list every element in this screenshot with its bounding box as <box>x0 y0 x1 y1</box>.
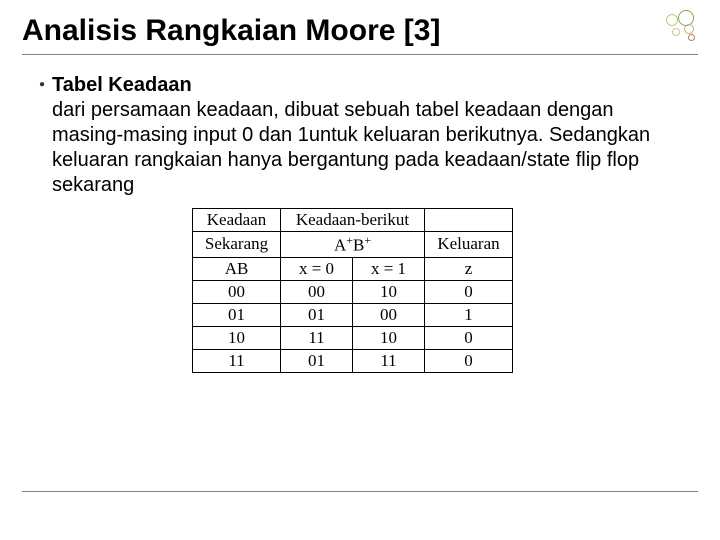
cell-x1: 10 <box>353 326 425 349</box>
table-row: 0101001 <box>193 303 513 326</box>
table-row: 1011100 <box>193 326 513 349</box>
header-present-1: Keadaan <box>193 209 281 232</box>
bullet-icon: ● <box>32 73 52 90</box>
cell-x0: 11 <box>281 326 353 349</box>
footer-divider <box>22 491 698 492</box>
cell-x1: 10 <box>353 280 425 303</box>
cell-x0: 01 <box>281 349 353 372</box>
cell-z: 1 <box>425 303 513 326</box>
table-row: 1101110 <box>193 349 513 372</box>
header-output-1 <box>425 209 513 232</box>
cell-z: 0 <box>425 349 513 372</box>
cell-z: 0 <box>425 326 513 349</box>
header-ab: AB <box>193 257 281 280</box>
table-header-row-1: Keadaan Keadaan-berikut <box>193 209 513 232</box>
table-header-row-3: AB x = 0 x = 1 z <box>193 257 513 280</box>
cell-ab: 10 <box>193 326 281 349</box>
paragraph: dari persamaan keadaan, dibuat sebuah ta… <box>52 98 688 198</box>
cell-x0: 00 <box>281 280 353 303</box>
header-next-1: Keadaan-berikut <box>281 209 425 232</box>
header-next-2: A+B+ <box>281 232 425 258</box>
header-output-2: Keluaran <box>425 232 513 258</box>
state-table: Keadaan Keadaan-berikut Sekarang A+B+ Ke… <box>192 208 513 373</box>
cell-ab: 11 <box>193 349 281 372</box>
header-x1: x = 1 <box>353 257 425 280</box>
cell-ab: 00 <box>193 280 281 303</box>
cell-ab: 01 <box>193 303 281 326</box>
subheading: Tabel Keadaan <box>52 73 688 98</box>
header-x0: x = 0 <box>281 257 353 280</box>
header-z: z <box>425 257 513 280</box>
page-title: Analisis Rangkaian Moore [3] <box>0 0 720 48</box>
corner-decoration <box>654 10 702 46</box>
cell-x1: 11 <box>353 349 425 372</box>
table-header-row-2: Sekarang A+B+ Keluaran <box>193 232 513 258</box>
header-present-2: Sekarang <box>193 232 281 258</box>
cell-x0: 01 <box>281 303 353 326</box>
cell-x1: 00 <box>353 303 425 326</box>
cell-z: 0 <box>425 280 513 303</box>
bullet-item: ● Tabel Keadaan dari persamaan keadaan, … <box>32 73 688 198</box>
table-row: 0000100 <box>193 280 513 303</box>
